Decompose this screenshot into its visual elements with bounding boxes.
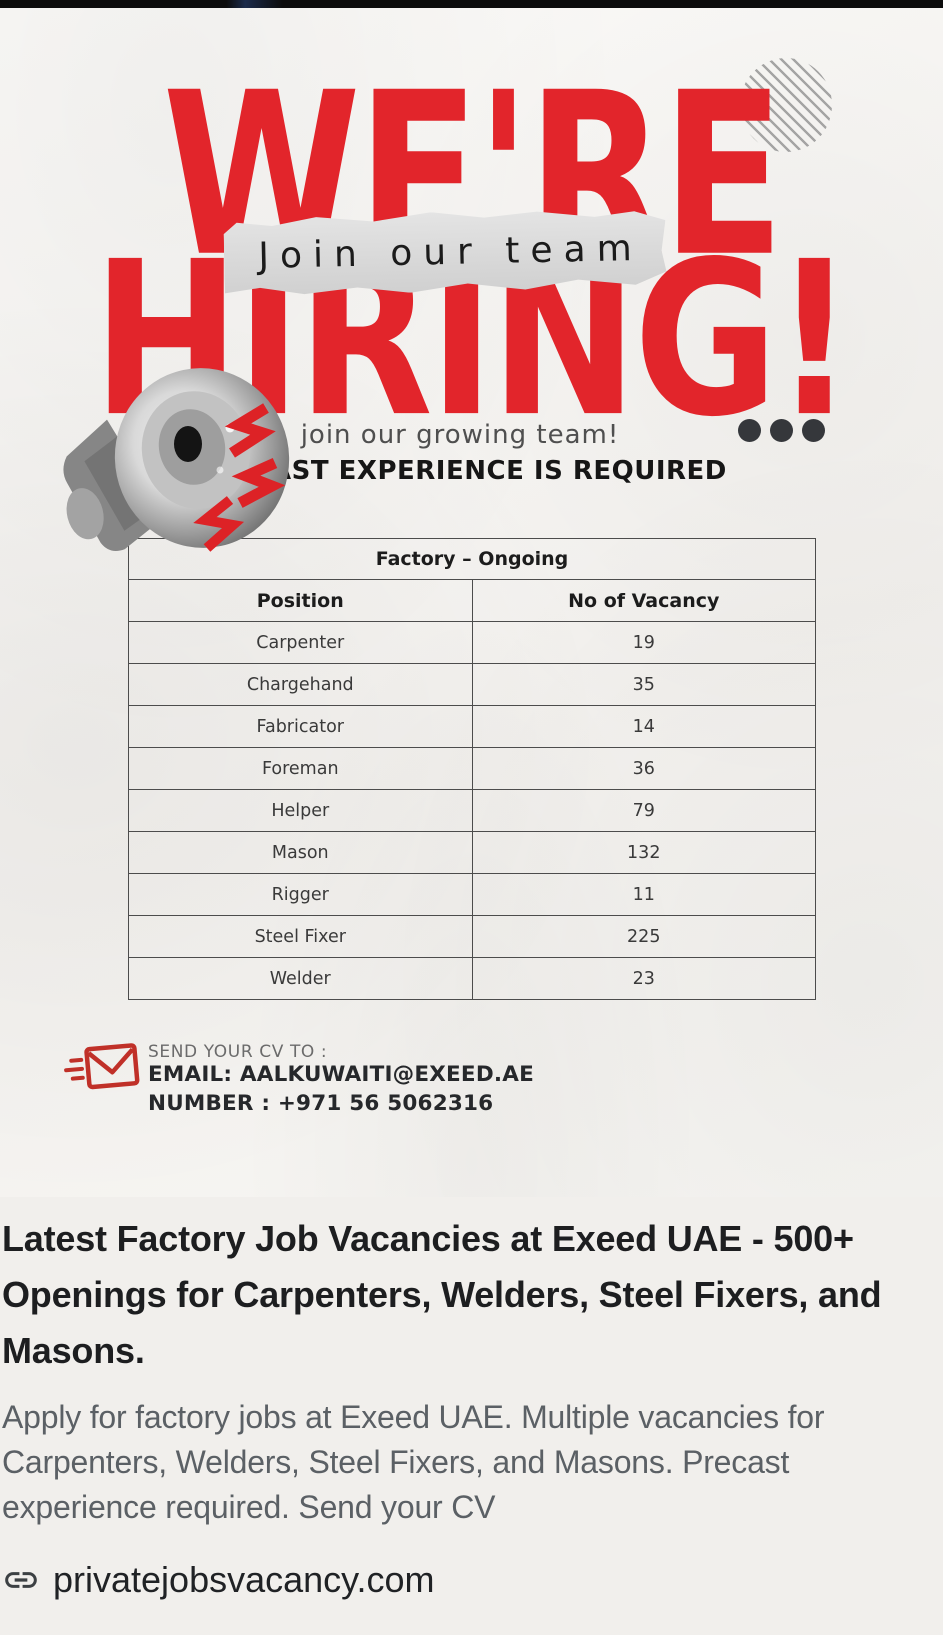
vacancy-count-cell: 19 [471, 621, 816, 664]
tagline-text: join our growing team! [300, 420, 620, 450]
table-row: Helper 79 [128, 789, 816, 832]
table-row: Fabricator 14 [128, 705, 816, 748]
vacancy-count-cell: 132 [471, 831, 816, 874]
hiring-poster-image[interactable]: WE'RE Join our team HIRING! [0, 8, 943, 1197]
dot [770, 419, 793, 442]
table-title: Factory – Ongoing [128, 538, 816, 580]
position-column-header: Position [128, 579, 473, 622]
source-domain: privatejobsvacancy.com [53, 1559, 435, 1600]
table-row: Foreman 36 [128, 747, 816, 790]
vacancy-table: Factory – Ongoing Position No of Vacancy… [128, 538, 816, 1000]
vacancy-column-header: No of Vacancy [471, 579, 816, 622]
envelope-icon [64, 1043, 140, 1090]
position-cell: Steel Fixer [128, 915, 473, 958]
ellipsis-dots-icon [738, 419, 825, 442]
vacancy-count-cell: 35 [471, 663, 816, 706]
position-cell: Chargehand [128, 663, 473, 706]
vacancy-count-cell: 36 [471, 747, 816, 790]
table-row: Steel Fixer 225 [128, 915, 816, 958]
position-cell: Carpenter [128, 621, 473, 664]
position-cell: Foreman [128, 747, 473, 790]
table-row: Chargehand 35 [128, 663, 816, 706]
contact-number: NUMBER : +971 56 5062316 [148, 1091, 494, 1116]
table-row: Carpenter 19 [128, 621, 816, 664]
contact-email: EMAIL: AALKUWAITI@EXEED.AE [148, 1062, 534, 1087]
link-icon [5, 1572, 37, 1588]
vacancy-count-cell: 14 [471, 705, 816, 748]
article-description: Apply for factory jobs at Exeed UAE. Mul… [2, 1399, 825, 1525]
table-row: Mason 132 [128, 831, 816, 874]
vacancy-count-cell: 23 [471, 957, 816, 1000]
page-title: Latest Factory Job Vacancies at Exeed UA… [2, 1218, 882, 1371]
vacancy-count-cell: 225 [471, 915, 816, 958]
position-cell: Fabricator [128, 705, 473, 748]
banner-label: Join our team [257, 227, 644, 277]
vacancy-table-body: Carpenter 19 Chargehand 35 Fabricator 14 Forem… [128, 621, 816, 1000]
megaphone-icon [63, 368, 290, 552]
lightning-bolt-icon [193, 403, 286, 552]
table-row: Rigger 11 [128, 873, 816, 916]
position-cell: Helper [128, 789, 473, 832]
position-cell: Welder [128, 957, 473, 1000]
table-row: Welder 23 [128, 957, 816, 1000]
position-cell: Mason [128, 831, 473, 874]
dot [738, 419, 761, 442]
vacancy-count-cell: 11 [471, 873, 816, 916]
striped-circle-decoration-icon [740, 58, 832, 152]
source-link[interactable]: privatejobsvacancy.com [2, 1559, 435, 1601]
top-edge-strip [0, 0, 943, 8]
position-cell: Rigger [128, 873, 473, 916]
dot [802, 419, 825, 442]
vacancy-count-cell: 79 [471, 789, 816, 832]
article-preview: Latest Factory Job Vacancies at Exeed UA… [0, 1197, 943, 1635]
send-cv-label: SEND YOUR CV TO : [148, 1042, 328, 1062]
